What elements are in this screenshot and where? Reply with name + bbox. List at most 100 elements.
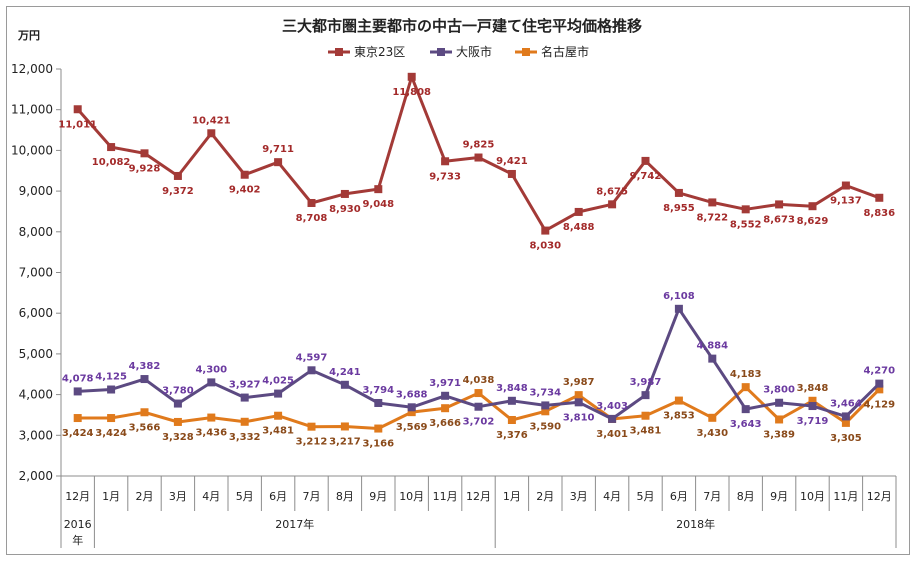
x-tick-label: 2月 [136,490,154,503]
data-point [541,401,550,410]
data-point [340,189,349,198]
year-label: 2016 [64,518,92,531]
data-label: 9,372 [162,186,194,197]
data-point [808,402,817,411]
data-label: 3,719 [797,416,829,427]
data-label: 3,430 [696,428,728,439]
x-tick-label: 11月 [433,490,458,503]
data-point [140,375,149,384]
data-label: 4,300 [195,364,227,375]
data-point [274,158,283,167]
y-tick-label: 12,000 [11,62,53,76]
data-point [374,185,383,194]
legend-label: 大阪市 [456,44,492,59]
x-tick-label: 4月 [603,490,621,503]
data-point [641,156,650,165]
x-tick-label: 5月 [236,490,254,503]
data-point [474,153,483,162]
data-label: 3,217 [329,436,361,447]
data-point [73,414,82,423]
data-label: 8,030 [529,241,561,252]
data-point [73,387,82,396]
data-label: 3,590 [529,421,561,432]
data-label: 4,025 [262,376,294,387]
data-label: 8,673 [763,214,795,225]
data-point [775,398,784,407]
y-tick-label: 5,000 [19,347,53,361]
x-tick-label: 12月 [466,490,491,503]
data-point [207,413,216,422]
data-point [808,396,817,405]
data-label: 4,597 [296,352,328,363]
data-label: 3,332 [229,432,261,443]
data-point [107,143,116,152]
data-point [441,391,450,400]
data-point [841,181,850,190]
x-tick-label: 9月 [770,490,788,503]
data-label: 3,376 [496,430,528,441]
x-tick-label: 8月 [336,490,354,503]
data-point [240,170,249,179]
legend-marker [335,48,343,56]
y-axis-unit: 万円 [17,29,40,42]
x-tick-label: 10月 [800,490,825,503]
x-tick-label: 5月 [637,490,655,503]
year-label-suffix: 年 [72,533,83,547]
data-point [107,414,116,423]
data-point [608,200,617,209]
data-point [207,378,216,387]
year-label: 2018年 [676,517,715,531]
data-point [307,198,316,207]
data-label: 3,688 [396,389,428,400]
x-tick-label: 11月 [833,490,858,503]
x-tick-label: 7月 [303,490,321,503]
x-tick-label: 10月 [399,490,424,503]
x-tick-label: 6月 [670,490,688,503]
data-label: 3,800 [763,385,795,396]
y-tick-label: 4,000 [19,388,53,402]
data-label: 9,402 [229,185,261,196]
data-label: 4,183 [730,369,762,380]
data-point [641,391,650,400]
year-label: 2017年 [275,517,314,531]
data-label: 9,742 [630,171,662,182]
data-point [340,422,349,431]
y-tick-label: 3,000 [19,428,53,442]
data-point [173,417,182,426]
data-point [507,396,516,405]
data-label: 8,708 [296,213,328,224]
data-point [240,417,249,426]
data-label: 9,825 [463,140,495,151]
data-label: 4,078 [62,373,94,384]
data-point [374,424,383,433]
data-label: 4,241 [329,367,361,378]
data-label: 3,987 [563,377,595,388]
data-label: 3,666 [429,418,461,429]
data-point [207,129,216,138]
y-tick-label: 8,000 [19,225,53,239]
data-label: 3,328 [162,432,194,443]
series-1 [73,304,884,423]
data-point [808,202,817,211]
data-label: 3,424 [62,428,94,439]
data-label: 8,836 [863,208,895,219]
data-label: 3,734 [529,387,561,398]
data-point [641,411,650,420]
data-label: 3,389 [763,429,795,440]
x-tick-label: 1月 [102,490,120,503]
data-point [307,422,316,431]
data-label: 3,569 [396,422,428,433]
data-label: 9,137 [830,196,862,207]
data-point [407,408,416,417]
data-label: 10,421 [192,115,231,126]
y-tick-label: 11,000 [11,103,53,117]
data-label: 6,108 [663,291,695,302]
data-point [240,393,249,402]
data-label: 3,987 [630,377,662,388]
chart-frame [6,6,910,555]
data-label: 3,643 [730,419,762,430]
data-label: 3,780 [162,386,194,397]
data-label: 8,930 [329,204,361,215]
